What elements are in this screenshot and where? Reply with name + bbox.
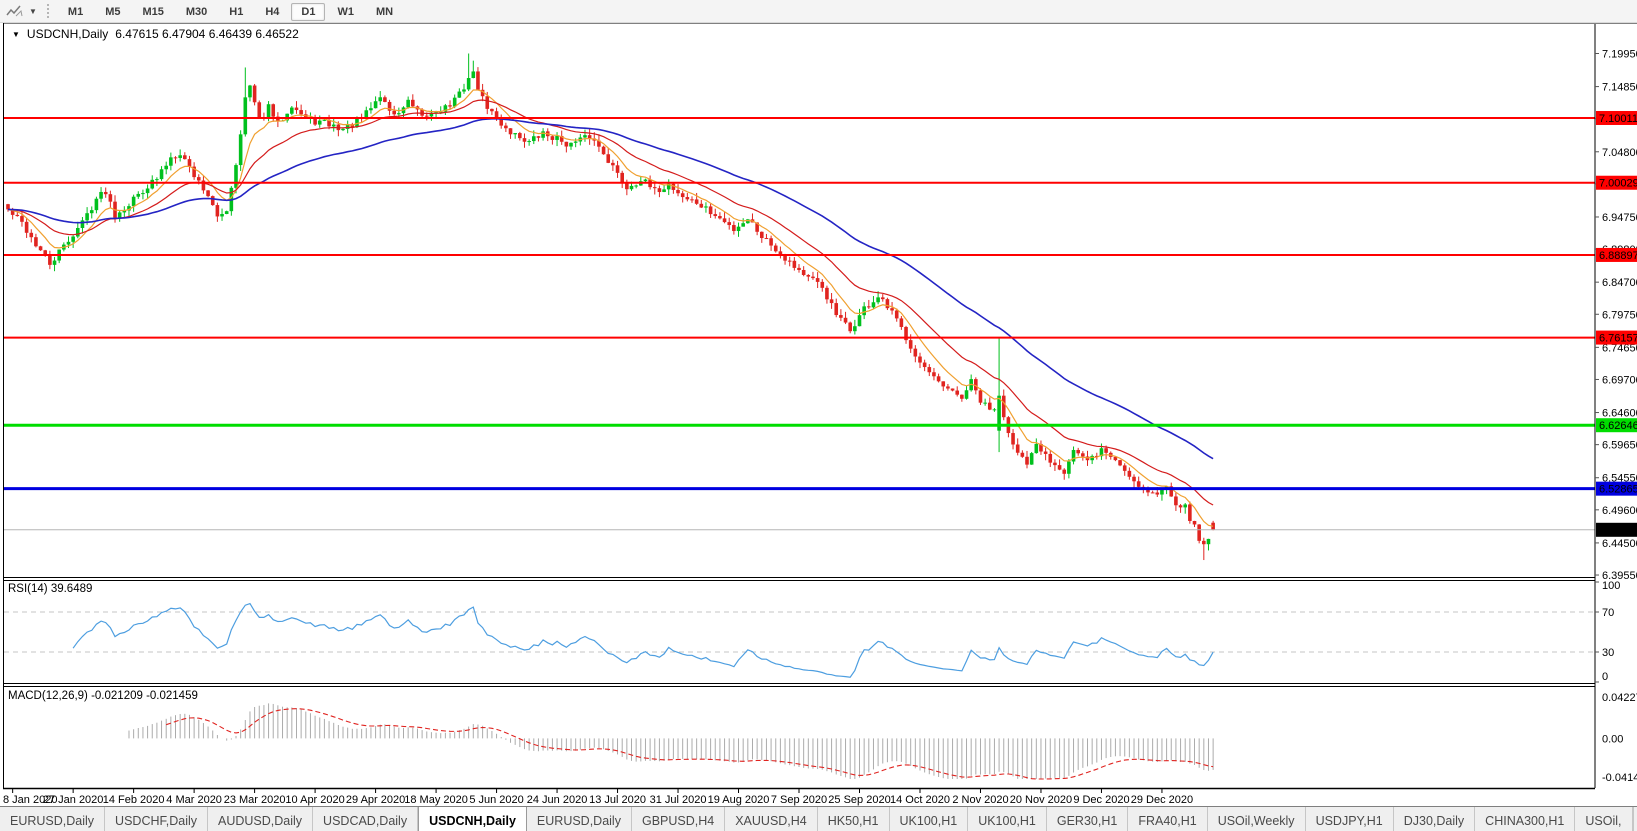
- tab-uk100-h1[interactable]: UK100,H1: [968, 807, 1047, 831]
- macd-tick-label: 0.00: [1602, 733, 1623, 745]
- tf-button-w1[interactable]: W1: [327, 3, 364, 21]
- rsi-tick-label: 30: [1602, 647, 1614, 659]
- symbol-dropdown-icon[interactable]: ▼: [12, 30, 20, 39]
- tab-uk100-h1[interactable]: UK100,H1: [890, 807, 969, 831]
- candles-layer: [6, 54, 1215, 561]
- svg-text:6.76157: 6.76157: [1599, 333, 1637, 345]
- svg-text:7.10011: 7.10011: [1599, 113, 1637, 125]
- tab-ger30-h1[interactable]: GER30,H1: [1047, 807, 1128, 831]
- tab-dj30-daily[interactable]: DJ30,Daily: [1394, 807, 1475, 831]
- price-tick-label: 6.64600: [1602, 408, 1637, 420]
- date-tick-label: 24 Jun 2020: [527, 794, 588, 806]
- date-tick-label: 29 Dec 2020: [1131, 794, 1193, 806]
- panel-borders: [3, 23, 1637, 789]
- tab-usdcad-daily[interactable]: USDCAD,Daily: [313, 807, 418, 831]
- symbol-name: USDCNH,Daily: [27, 27, 108, 41]
- chart-title: ▼ USDCNH,Daily 6.47615 6.47904 6.46439 6…: [12, 27, 299, 41]
- date-tick-label: 25 Sep 2020: [828, 794, 890, 806]
- tab-usoil-weekly[interactable]: USOil,Weekly: [1208, 807, 1306, 831]
- rsi-line: [73, 604, 1213, 678]
- tab-usoil[interactable]: USOil,: [1575, 807, 1632, 831]
- tf-button-m5[interactable]: M5: [95, 3, 130, 21]
- svg-text:6.88897: 6.88897: [1599, 250, 1637, 262]
- date-tick-label: 13 Jul 2020: [589, 794, 646, 806]
- tf-button-m15[interactable]: M15: [132, 3, 173, 21]
- tab-usdchf-daily[interactable]: USDCHF,Daily: [105, 807, 208, 831]
- date-tick-label: 23 Mar 2020: [224, 794, 286, 806]
- price-chart[interactable]: 7.199507.148507.099007.048006.998506.947…: [0, 0, 1637, 806]
- chart-cursor-icon[interactable]: [0, 4, 27, 18]
- date-tick-label: 31 Jul 2020: [650, 794, 707, 806]
- tf-button-mn[interactable]: MN: [366, 3, 403, 21]
- ohlc-readout: 6.47615 6.47904 6.46439 6.46522: [115, 27, 299, 41]
- date-tick-label: 5 Jun 2020: [469, 794, 523, 806]
- toolbar-dropdown-icon[interactable]: ▼: [27, 7, 43, 16]
- date-tick-label: 9 Dec 2020: [1073, 794, 1129, 806]
- svg-text:6.46522: 6.46522: [1599, 525, 1637, 537]
- svg-text:6.62646: 6.62646: [1599, 420, 1637, 432]
- tab-china300-h1[interactable]: CHINA300,H1: [1475, 807, 1575, 831]
- tab-eurusd-daily[interactable]: EURUSD,Daily: [0, 807, 105, 831]
- tf-button-h4[interactable]: H4: [255, 3, 289, 21]
- macd-signal-line: [166, 709, 1213, 779]
- tab-scroll-arrows: ◄ ►: [1633, 807, 1637, 831]
- tab-usdjpy-h1[interactable]: USDJPY,H1: [1306, 807, 1394, 831]
- macd-tick-label: 0.042275: [1602, 692, 1637, 704]
- price-tick-label: 6.84700: [1602, 277, 1637, 289]
- price-tick-label: 7.04800: [1602, 147, 1637, 159]
- macd-tick-label: -0.04148: [1602, 772, 1637, 784]
- macd-histogram: [129, 703, 1213, 779]
- date-tick-label: 2 Nov 2020: [952, 794, 1008, 806]
- date-tick-label: 14 Feb 2020: [103, 794, 165, 806]
- svg-text:7.00029: 7.00029: [1599, 178, 1637, 190]
- tab-scroll-left-icon[interactable]: ◄: [1634, 814, 1637, 824]
- date-tick-label: 14 Oct 2020: [890, 794, 950, 806]
- date-tick-label: 29 Apr 2020: [346, 794, 405, 806]
- tf-button-d1[interactable]: D1: [291, 3, 325, 21]
- date-tick-label: 7 Sep 2020: [771, 794, 827, 806]
- tf-button-h1[interactable]: H1: [219, 3, 253, 21]
- price-tick-label: 6.94750: [1602, 212, 1637, 224]
- svg-text:6.52865: 6.52865: [1599, 484, 1637, 496]
- date-tick-label: 19 Aug 2020: [708, 794, 770, 806]
- tab-gbpusd-h4[interactable]: GBPUSD,H4: [632, 807, 725, 831]
- tf-button-m1[interactable]: M1: [58, 3, 93, 21]
- tab-eurusd-daily[interactable]: EURUSD,Daily: [527, 807, 632, 831]
- tab-fra40-h1[interactable]: FRA40,H1: [1128, 807, 1207, 831]
- tab-xauusd-h4[interactable]: XAUUSD,H4: [725, 807, 818, 831]
- price-tick-label: 7.14850: [1602, 82, 1637, 94]
- price-tick-label: 6.69700: [1602, 374, 1637, 386]
- tf-button-m30[interactable]: M30: [176, 3, 217, 21]
- date-tick-label: 27 Jan 2020: [43, 794, 104, 806]
- tab-usdcnh-daily[interactable]: USDCNH,Daily: [418, 806, 527, 831]
- tab-audusd-daily[interactable]: AUDUSD,Daily: [208, 807, 313, 831]
- price-tick-label: 6.59650: [1602, 440, 1637, 452]
- price-tick-label: 7.19950: [1602, 49, 1637, 61]
- tab-hk50-h1[interactable]: HK50,H1: [818, 807, 890, 831]
- price-tick-label: 6.79750: [1602, 309, 1637, 321]
- rsi-indicator-label: RSI(14) 39.6489: [8, 583, 92, 595]
- date-tick-label: 20 Nov 2020: [1010, 794, 1072, 806]
- slow-ma-line: [8, 119, 1213, 459]
- price-tick-label: 6.44500: [1602, 538, 1637, 550]
- price-tick-label: 6.49600: [1602, 505, 1637, 517]
- macd-indicator-label: MACD(12,26,9) -0.021209 -0.021459: [8, 690, 198, 702]
- toolbar-grip-handle[interactable]: [47, 4, 49, 18]
- rsi-tick-label: 0: [1602, 671, 1608, 683]
- rsi-tick-label: 100: [1602, 580, 1620, 592]
- date-tick-label: 4 Mar 2020: [166, 794, 222, 806]
- price-axis[interactable]: 7.199507.148507.099007.048006.998506.947…: [1595, 24, 1637, 788]
- date-tick-label: 18 May 2020: [404, 794, 468, 806]
- date-tick-label: 10 Apr 2020: [285, 794, 344, 806]
- rsi-tick-label: 70: [1602, 607, 1614, 619]
